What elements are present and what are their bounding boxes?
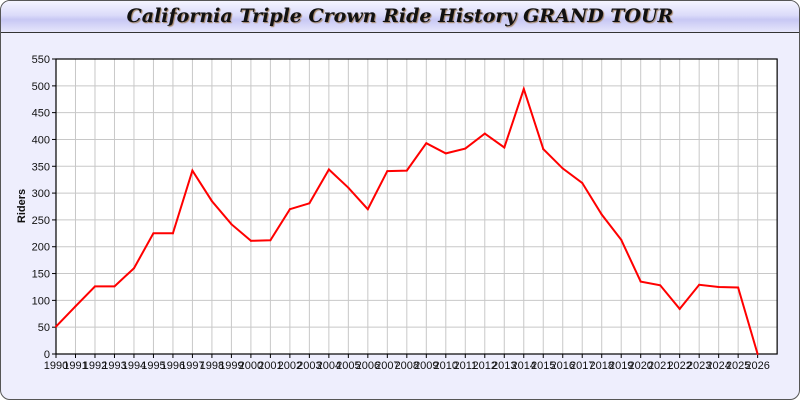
data-point	[288, 208, 291, 211]
x-tick-label: 1990	[44, 360, 68, 372]
data-point	[425, 142, 428, 145]
data-point	[483, 132, 486, 135]
x-tick-label: 2024	[706, 360, 730, 372]
x-tick-label: 2022	[667, 360, 691, 372]
x-tick-label: 2000	[239, 360, 263, 372]
data-point	[737, 286, 740, 289]
data-point	[152, 232, 155, 235]
x-tick-label: 2003	[297, 360, 321, 372]
x-tick-label: 1997	[180, 360, 204, 372]
x-tick-label: 2005	[336, 360, 360, 372]
data-point	[698, 283, 701, 286]
x-tick-label: 2006	[356, 360, 380, 372]
x-tick-label: 2008	[395, 360, 419, 372]
data-point	[503, 146, 506, 149]
x-tick-label: 2023	[687, 360, 711, 372]
data-point	[386, 170, 389, 173]
data-point	[366, 208, 369, 211]
x-tick-label: 2020	[628, 360, 652, 372]
x-tick-label: 2016	[550, 360, 574, 372]
x-tick-label: 2010	[434, 360, 458, 372]
plot-area	[56, 59, 778, 354]
y-tick-label: 100	[32, 295, 50, 307]
y-tick-label: 450	[32, 108, 50, 120]
x-tick-label: 2015	[531, 360, 555, 372]
y-tick-label: 50	[38, 322, 50, 334]
data-point	[756, 353, 759, 355]
x-tick-label: 1995	[141, 360, 165, 372]
y-tick-label: 200	[32, 242, 50, 254]
y-tick-label: 500	[32, 81, 50, 93]
y-tick-label: 250	[32, 215, 50, 227]
chart-title: California Triple Crown Ride History GRA…	[1, 1, 799, 33]
x-tick-label: 1994	[122, 360, 146, 372]
data-point	[639, 280, 642, 283]
data-point	[327, 168, 330, 171]
data-point	[308, 202, 311, 205]
data-point	[93, 285, 96, 288]
x-tick-label: 1999	[219, 360, 243, 372]
x-tick-label: 1992	[83, 360, 107, 372]
data-point	[74, 305, 77, 308]
data-point	[620, 238, 623, 241]
y-tick-label: 350	[32, 161, 50, 173]
x-tick-label: 2014	[512, 360, 536, 372]
data-point	[347, 186, 350, 189]
x-tick-label: 2017	[570, 360, 594, 372]
x-tick-label: 2026	[745, 360, 769, 372]
x-tick-label: 2012	[473, 360, 497, 372]
data-points	[55, 88, 759, 355]
x-tick-label: 2011	[453, 360, 477, 372]
x-tick-label: 2002	[278, 360, 302, 372]
data-point	[581, 181, 584, 184]
data-point	[113, 285, 116, 288]
data-point	[55, 325, 57, 328]
x-tick-label: 2013	[492, 360, 516, 372]
data-point	[444, 152, 447, 155]
data-point	[269, 239, 272, 242]
data-point	[405, 169, 408, 172]
x-tick-label: 1991	[63, 360, 87, 372]
data-point	[210, 200, 213, 203]
x-tick-label: 1998	[200, 360, 224, 372]
data-point	[522, 88, 525, 91]
x-tick-label: 2021	[648, 360, 672, 372]
y-tick-label: 300	[32, 188, 50, 200]
x-tick-label: 1993	[102, 360, 126, 372]
x-tick-label: 2019	[609, 360, 633, 372]
data-point	[659, 284, 662, 287]
x-tick-label: 2018	[589, 360, 613, 372]
x-tick-label: 2004	[317, 360, 341, 372]
y-tick-label: 550	[32, 54, 50, 66]
x-tick-label: 2007	[375, 360, 399, 372]
data-point	[249, 239, 252, 242]
data-point	[678, 307, 681, 310]
plot-border	[55, 58, 778, 355]
x-tick-label: 2001	[258, 360, 282, 372]
data-point	[230, 223, 233, 226]
data-point	[600, 213, 603, 216]
y-tick-label: 0	[44, 349, 50, 361]
y-tick-label: 400	[32, 134, 50, 146]
x-tick-label: 2009	[414, 360, 438, 372]
data-point	[171, 232, 174, 235]
data-point	[542, 148, 545, 151]
data-point	[717, 285, 720, 288]
y-tick-label: 150	[32, 269, 50, 281]
x-tick-label: 1996	[161, 360, 185, 372]
x-tick-label: 2025	[726, 360, 750, 372]
data-point	[132, 267, 135, 270]
data-point	[561, 167, 564, 170]
y-axis-label: Riders	[16, 189, 28, 223]
data-point	[191, 169, 194, 172]
data-point	[464, 147, 467, 150]
